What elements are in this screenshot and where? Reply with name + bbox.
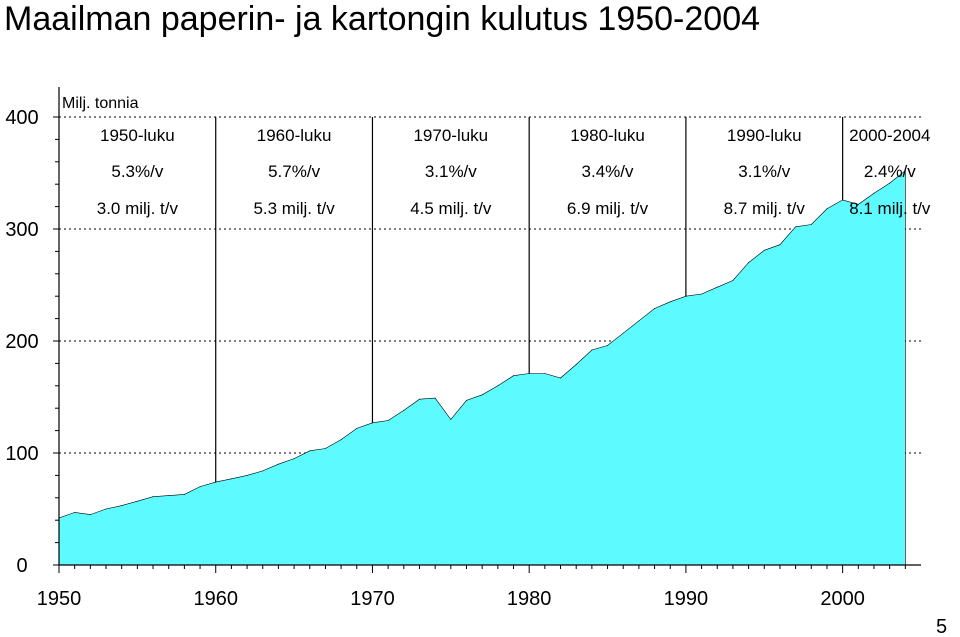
data-point bbox=[575, 363, 577, 366]
data-point bbox=[89, 514, 91, 516]
data-point bbox=[544, 372, 546, 375]
data-point bbox=[136, 500, 138, 502]
period-increase: 8.7 milj. t/v bbox=[724, 199, 806, 218]
period-growth: 3.1%/v bbox=[738, 162, 790, 181]
data-point bbox=[356, 427, 358, 429]
y-tick-label: 400 bbox=[5, 107, 38, 129]
period-label: 2000-2004 bbox=[849, 126, 930, 145]
y-tick-label: 300 bbox=[5, 219, 38, 241]
data-point bbox=[340, 439, 342, 441]
data-point bbox=[842, 199, 844, 201]
x-tick-label: 2000 bbox=[820, 588, 865, 610]
data-point bbox=[74, 511, 76, 513]
data-point bbox=[669, 301, 671, 303]
period-growth: 3.1%/v bbox=[425, 162, 477, 181]
x-tick-label: 1970 bbox=[350, 588, 395, 610]
data-point bbox=[105, 508, 107, 510]
data-point bbox=[277, 463, 279, 465]
data-point bbox=[465, 399, 468, 401]
data-point bbox=[701, 293, 703, 295]
data-area bbox=[58, 170, 906, 566]
period-growth: 2.4%/v bbox=[864, 162, 916, 181]
data-point bbox=[512, 375, 515, 377]
period-increase: 4.5 milj. t/v bbox=[410, 199, 492, 218]
data-point bbox=[434, 397, 436, 399]
data-point bbox=[246, 474, 248, 476]
data-point bbox=[904, 170, 906, 172]
data-point bbox=[183, 493, 185, 495]
data-point bbox=[716, 286, 718, 288]
data-point bbox=[826, 208, 828, 210]
y-axis-label: Milj. tonnia bbox=[62, 95, 139, 112]
x-tick-label: 1990 bbox=[664, 588, 709, 610]
data-point bbox=[779, 244, 781, 246]
period-label: 1950-luku bbox=[100, 126, 175, 145]
data-point bbox=[622, 332, 624, 334]
data-point bbox=[654, 307, 656, 310]
data-point bbox=[418, 398, 421, 400]
page-number: 5 bbox=[936, 616, 947, 637]
data-point bbox=[324, 447, 326, 450]
data-point bbox=[559, 377, 562, 379]
data-point bbox=[763, 249, 765, 251]
data-point bbox=[732, 279, 734, 282]
data-point bbox=[262, 470, 264, 472]
data-point bbox=[168, 495, 170, 497]
data-point bbox=[387, 419, 389, 422]
period-increase: 3.0 milj. t/v bbox=[97, 199, 179, 218]
y-tick-label: 100 bbox=[5, 443, 38, 465]
x-tick-labels: 1950 1960 1970 1980 1990 2000 bbox=[37, 588, 865, 610]
axes bbox=[53, 87, 921, 573]
period-label: 1960-luku bbox=[257, 126, 332, 145]
period-dividers bbox=[215, 117, 844, 483]
data-point bbox=[403, 409, 405, 411]
period-growth: 3.4%/v bbox=[582, 162, 634, 181]
period-increase: 6.9 milj. t/v bbox=[567, 199, 649, 218]
data-point bbox=[857, 203, 859, 205]
data-point bbox=[591, 349, 593, 351]
data-point bbox=[450, 418, 452, 420]
data-point bbox=[810, 223, 812, 226]
data-point bbox=[685, 295, 687, 297]
data-point bbox=[528, 372, 530, 375]
data-point bbox=[748, 262, 750, 264]
data-point bbox=[152, 496, 154, 498]
data-point bbox=[638, 320, 640, 322]
x-tick-label: 1980 bbox=[507, 588, 552, 610]
data-point bbox=[293, 458, 295, 460]
period-increase: 5.3 milj. t/v bbox=[253, 199, 335, 218]
data-point bbox=[889, 182, 891, 184]
y-tick-label: 200 bbox=[5, 331, 38, 353]
data-point bbox=[795, 226, 797, 228]
data-point bbox=[230, 478, 232, 480]
y-tick-label: 0 bbox=[16, 555, 27, 577]
data-point bbox=[481, 394, 483, 396]
period-label: 1970-luku bbox=[413, 126, 488, 145]
y-tick-labels: 0 100 200 300 400 bbox=[5, 107, 38, 577]
period-growth: 5.3%/v bbox=[111, 162, 163, 181]
data-point bbox=[606, 344, 609, 347]
data-point bbox=[215, 481, 217, 483]
data-point bbox=[497, 385, 499, 387]
data-point bbox=[371, 422, 374, 424]
data-point bbox=[199, 486, 201, 488]
data-point bbox=[873, 192, 875, 194]
chart-title: Maailman paperin- ja kartongin kulutus 1… bbox=[4, 0, 760, 38]
data-point bbox=[309, 450, 311, 452]
period-annotations: 1950-luku 5.3%/v 3.0 milj. t/v 1960-luku 5.7… bbox=[97, 126, 931, 218]
period-increase: 8.1 milj. t/v bbox=[849, 199, 931, 218]
data-point bbox=[121, 505, 123, 507]
period-label: 1980-luku bbox=[570, 126, 645, 145]
period-growth: 5.7%/v bbox=[268, 162, 320, 181]
x-tick-label: 1960 bbox=[193, 588, 238, 610]
x-tick-label: 1950 bbox=[37, 588, 82, 610]
period-label: 1990-luku bbox=[727, 126, 802, 145]
